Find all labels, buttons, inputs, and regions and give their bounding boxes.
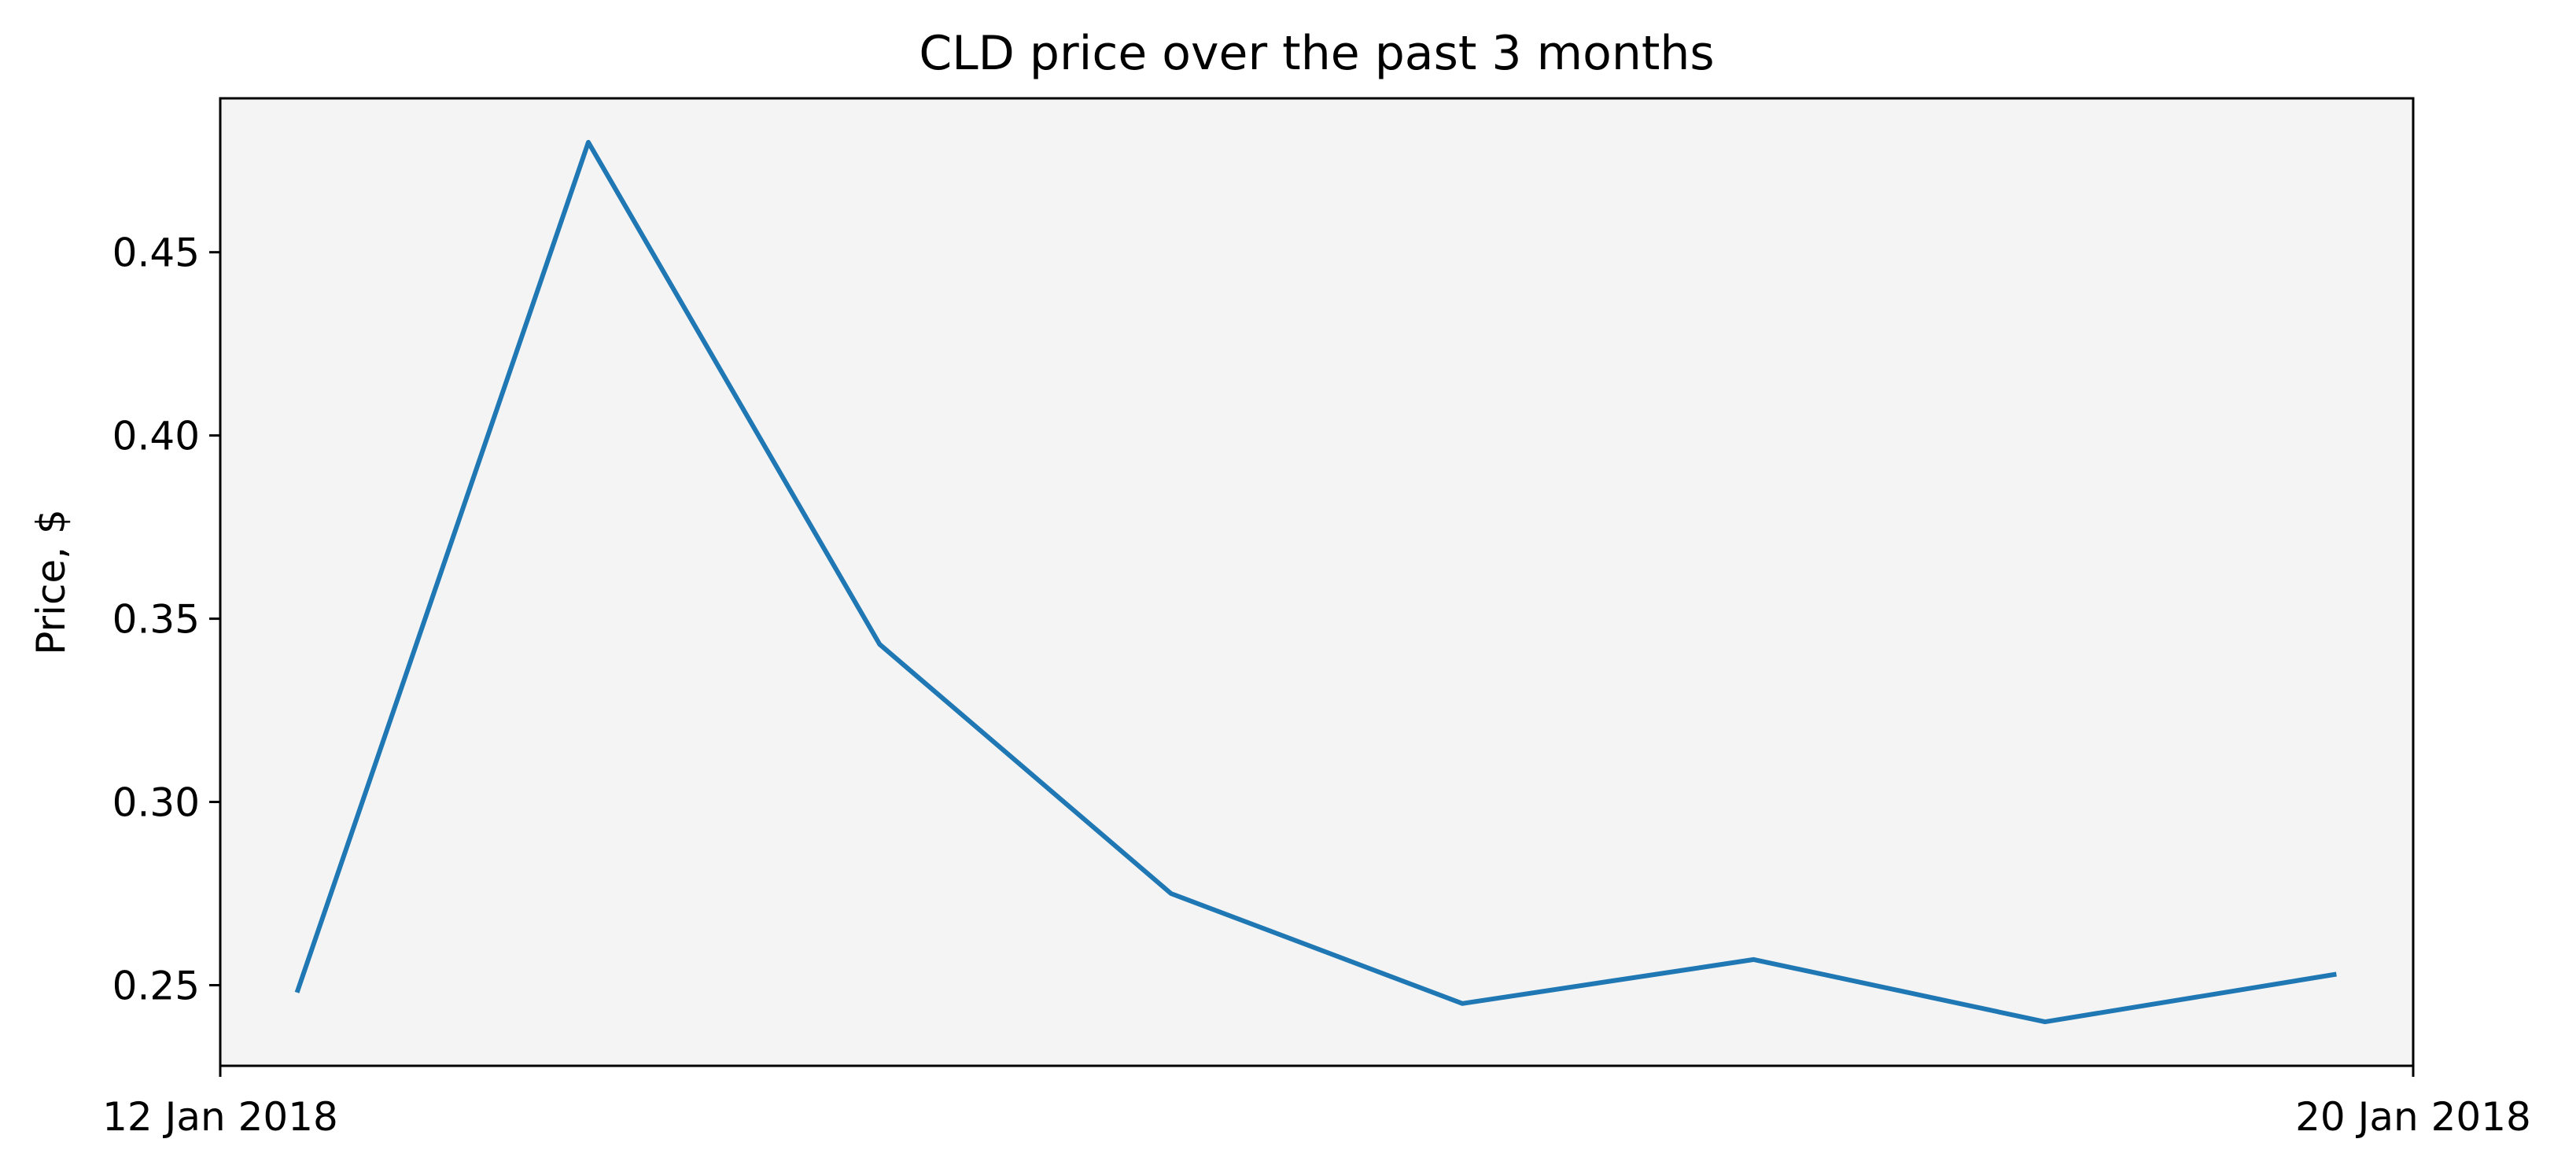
x-axis: 12 Jan 2018 20 Jan 2018 xyxy=(102,1066,2531,1140)
series-layer xyxy=(294,139,2337,1025)
y-tick-label: 0.30 xyxy=(112,780,200,826)
y-tick-label: 0.35 xyxy=(112,597,200,643)
plot-area xyxy=(220,98,2413,1066)
plot-frame xyxy=(219,97,2415,1067)
y-tick-label: 0.45 xyxy=(112,230,200,276)
y-tick-label: 0.40 xyxy=(112,414,200,459)
y-axis: 0.25 0.30 0.35 0.40 0.45 xyxy=(112,230,220,1009)
y-axis-label: Price, $ xyxy=(28,509,74,655)
y-tick-label: 0.25 xyxy=(112,964,200,1009)
x-tick-label: 20 Jan 2018 xyxy=(2295,1094,2531,1140)
chart-title: CLD price over the past 3 months xyxy=(919,26,1714,81)
x-tick-label: 12 Jan 2018 xyxy=(102,1094,338,1140)
series-line xyxy=(294,139,2337,1025)
